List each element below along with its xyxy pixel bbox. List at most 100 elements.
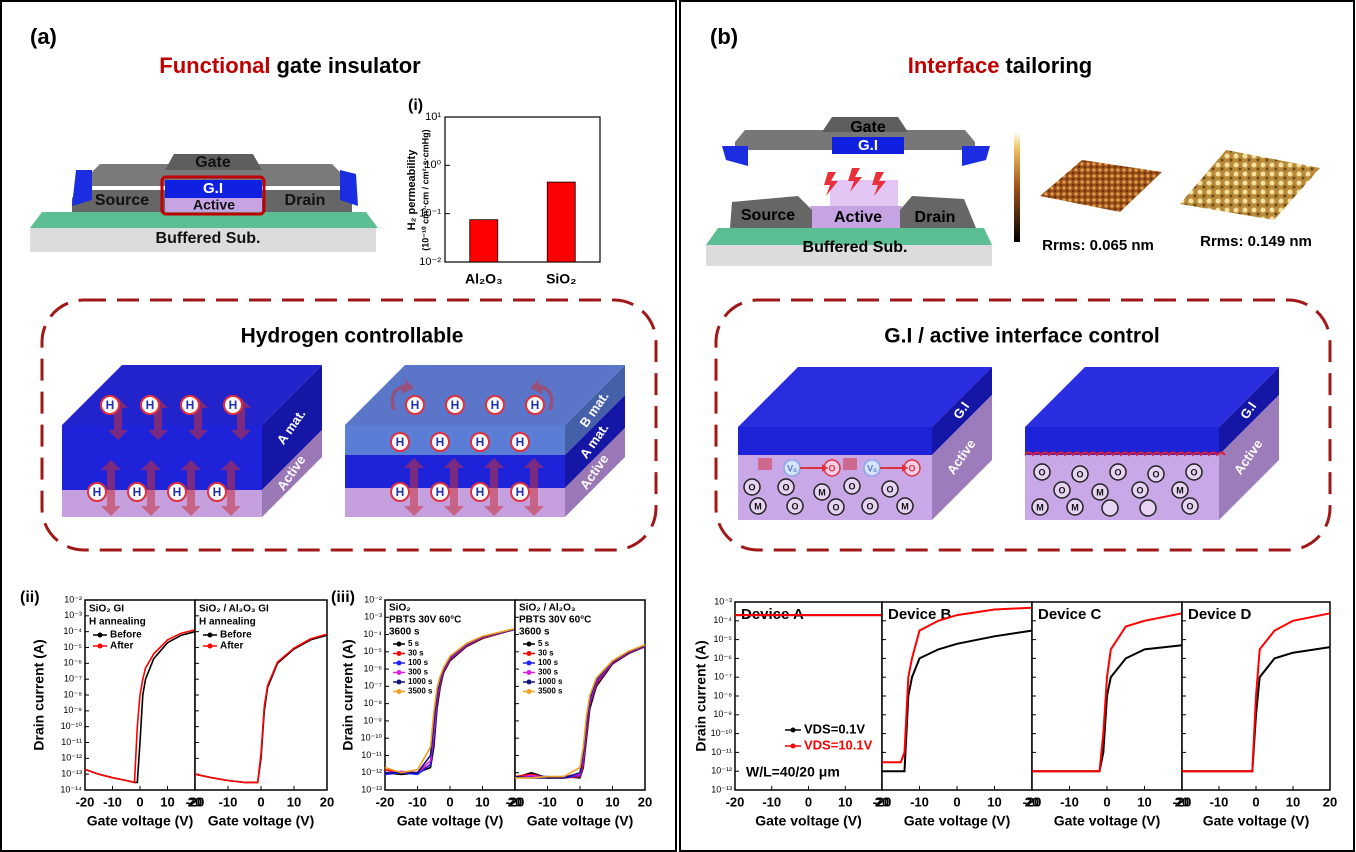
atom-label: O	[828, 463, 835, 473]
box-title: G.I / active interface control	[884, 325, 1159, 348]
afm-images: Rrms: 0.065 nm Rrms: 0.149 nm	[1014, 132, 1320, 254]
h-label: H	[451, 398, 460, 412]
plot-annotation: 3600 s	[519, 627, 550, 638]
atom-label: O	[1076, 469, 1083, 479]
atom-label: M	[901, 501, 909, 511]
h-label: H	[476, 435, 485, 449]
device-label: Buffered Sub.	[156, 230, 261, 247]
plot-title: SiO₂ / Al₂O₃ GI	[199, 604, 269, 615]
device-label: Gate	[850, 119, 886, 136]
x-axis-label: Gate voltage (V)	[755, 813, 862, 829]
atom-label: M	[1036, 502, 1044, 512]
x-tick-label: 20	[320, 794, 334, 809]
y-tick-label: 10⁻⁹	[63, 705, 82, 715]
y-tick-label: 10⁻²	[364, 594, 382, 604]
device-label: Source	[95, 192, 149, 209]
x-tick-label: -10	[910, 794, 929, 809]
legend-marker	[98, 633, 103, 638]
y-tick-label: 10⁻¹³	[711, 784, 732, 794]
legend-label: 30 s	[408, 649, 424, 658]
h-label: H	[229, 398, 238, 412]
panel-title: Interfacetailoring	[908, 53, 1093, 78]
y-axis-label: Drain current (A)	[31, 639, 47, 750]
afm-label: Rrms: 0.149 nm	[1200, 233, 1312, 250]
figure: (a) Functionalgate insulator Gate G.I So…	[0, 0, 1356, 852]
atom-label: O	[1058, 485, 1065, 495]
h-label: H	[436, 485, 445, 499]
legend-marker	[98, 644, 103, 649]
x-tick-label: -10	[762, 794, 781, 809]
x-tick-label: -20	[186, 794, 205, 809]
legend-marker	[527, 642, 532, 647]
plot-annotation: PBTS 30V 60°C	[389, 615, 461, 626]
legend-marker	[527, 661, 532, 666]
x-tick-label: -20	[873, 794, 892, 809]
atom-label: Vₒ	[867, 463, 877, 473]
device-label: Active	[193, 197, 235, 213]
x-tick-label: -10	[219, 794, 238, 809]
y-tick-label: 10⁻⁴	[63, 626, 82, 636]
atom	[1140, 500, 1156, 516]
x-tick-label: 10	[1286, 794, 1300, 809]
device-label: G.I	[203, 180, 223, 197]
device-diagram: Gate G.I Source Active Drain Buffered Su…	[706, 117, 992, 266]
gi-cap	[72, 170, 92, 206]
h-label: H	[516, 435, 525, 449]
x-tick-label: 10	[475, 794, 489, 809]
afm-label: Rrms: 0.065 nm	[1042, 237, 1154, 254]
device-label: Drain	[915, 209, 956, 226]
x-tick-label: -10	[408, 794, 427, 809]
colorbar	[1014, 132, 1020, 242]
device-diagram: Gate G.I Source Active Drain Buffered Su…	[30, 154, 378, 252]
legend-label: Before	[110, 630, 142, 641]
plot-annotation: W/L=40/20 μm	[746, 764, 840, 780]
page: { "panel_a": { "label": "(a)", "title": …	[0, 0, 1356, 852]
x-tick-label: -20	[1023, 794, 1042, 809]
title-highlight: Functional	[159, 53, 270, 78]
hatch	[843, 458, 857, 470]
y-tick-label: 10⁻⁸	[713, 690, 732, 700]
atom-label: O	[866, 501, 873, 511]
h-label: H	[531, 398, 540, 412]
legend-label: VDS=10.1V	[804, 737, 873, 752]
inset-label: (i)	[408, 97, 423, 114]
y-tick-label: 10⁻¹⁰	[361, 733, 383, 743]
h-label: H	[106, 398, 115, 412]
h-label: H	[516, 485, 525, 499]
plot-title: SiO₂ GI	[89, 604, 124, 615]
y-tick-label: 10⁻¹²	[61, 753, 82, 763]
legend-label: 300 s	[408, 668, 429, 677]
bar	[547, 182, 575, 262]
y-axis-label: Drain current (A)	[693, 640, 709, 751]
atom-label: M	[1071, 502, 1079, 512]
x-tick-label: 0	[1252, 794, 1259, 809]
y-tick-label: 10⁻¹¹	[61, 737, 82, 747]
x-tick-label: 20	[1323, 794, 1337, 809]
legend-marker	[527, 689, 532, 694]
h-label: H	[186, 398, 195, 412]
plot-annotation: 3600 s	[389, 627, 420, 638]
x-tick-label: 0	[446, 794, 453, 809]
y-tick-label: 10⁻⁶	[64, 658, 83, 668]
atom-label: O	[1114, 467, 1121, 477]
block-layer	[345, 425, 565, 455]
x-tick-label: -10	[1210, 794, 1229, 809]
panel-label: (ii)	[20, 589, 40, 606]
device-label: G.I	[858, 137, 878, 154]
atom-label: O	[848, 481, 855, 491]
x-axis-label: Gate voltage (V)	[1203, 813, 1310, 829]
h-label: H	[146, 398, 155, 412]
y-axis-label: Drain current (A)	[340, 639, 356, 750]
box-title: Hydrogen controllable	[241, 325, 464, 348]
legend-label: After	[220, 641, 243, 652]
y-tick-label: 10⁻⁸	[63, 689, 82, 699]
h-label: H	[173, 485, 182, 499]
plot-title: SiO₂	[389, 603, 411, 614]
atom-label: M	[1096, 487, 1104, 497]
atom-label: O	[1038, 467, 1045, 477]
legend-label: 30 s	[538, 649, 554, 658]
y-tick-label: 10⁰	[424, 159, 441, 171]
x-tick-label: 0	[257, 794, 264, 809]
bar	[470, 220, 498, 262]
y-tick-label: 10⁻¹³	[361, 784, 382, 794]
